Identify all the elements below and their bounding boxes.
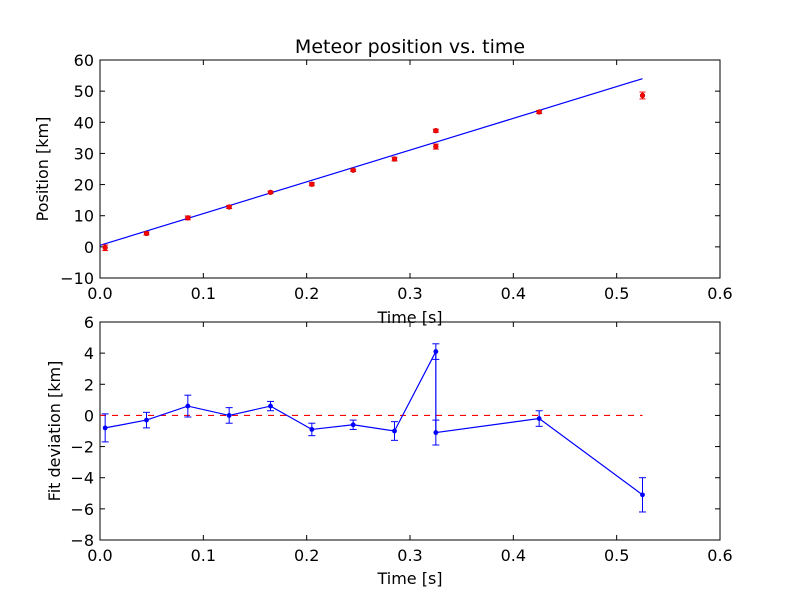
deviation-point bbox=[226, 413, 232, 418]
deviation-point bbox=[433, 430, 439, 435]
top-y-tick-label: 10 bbox=[74, 207, 94, 226]
bottom-x-tick-label: 0.2 bbox=[294, 546, 319, 565]
data-point bbox=[267, 189, 274, 196]
deviation-point bbox=[144, 417, 149, 423]
fit-line bbox=[99, 78, 643, 246]
deviation-point bbox=[309, 427, 315, 432]
top-x-tick-label: 0.1 bbox=[191, 284, 216, 303]
data-point bbox=[391, 156, 398, 162]
top-y-tick-label: −10 bbox=[60, 269, 94, 288]
data-point bbox=[433, 143, 439, 150]
bottom-y-tick-label: −2 bbox=[70, 438, 94, 457]
bottom-x-tick-label: 0.3 bbox=[397, 546, 422, 565]
top-x-tick-label: 0.0 bbox=[87, 284, 112, 303]
top-x-tick-label: 0.2 bbox=[294, 284, 319, 303]
top-y-axis-label: Position [km] bbox=[33, 117, 52, 222]
data-point bbox=[102, 245, 108, 251]
deviation-point bbox=[185, 403, 191, 409]
bottom-x-tick-label: 0.1 bbox=[191, 546, 216, 565]
data-point bbox=[143, 230, 150, 237]
bottom-y-tick-label: 0 bbox=[84, 406, 94, 425]
deviation-point bbox=[268, 403, 273, 409]
deviation-point bbox=[640, 492, 645, 498]
data-point bbox=[433, 128, 439, 134]
top-x-tick-label: 0.5 bbox=[604, 284, 629, 303]
bottom-y-tick-label: −4 bbox=[70, 469, 94, 488]
deviation-point bbox=[392, 428, 397, 434]
deviation-line bbox=[105, 351, 643, 496]
data-point bbox=[185, 215, 191, 221]
top-y-tick-label: 40 bbox=[74, 113, 94, 132]
data-point bbox=[639, 92, 646, 99]
bottom-y-axis-label: Fit deviation [km] bbox=[45, 361, 64, 502]
top-plot-title: Meteor position vs. time bbox=[295, 36, 525, 58]
top-y-tick-label: 30 bbox=[74, 144, 94, 163]
top-y-tick-label: 20 bbox=[74, 176, 94, 195]
data-point bbox=[309, 181, 315, 187]
bottom-axes-frame bbox=[99, 321, 721, 541]
bottom-x-tick-label: 0.0 bbox=[87, 546, 112, 565]
data-point bbox=[350, 167, 356, 173]
deviation-point bbox=[350, 422, 356, 428]
bottom-y-tick-label: 6 bbox=[84, 313, 94, 332]
bottom-x-axis-label: Time [s] bbox=[376, 569, 442, 588]
deviation-point bbox=[433, 349, 439, 354]
data-point bbox=[226, 204, 232, 210]
deviation-point bbox=[536, 416, 542, 421]
bottom-plot: 0.0 0.1 0.2 0.3 0.4 0.5 0.6 −8 −6 −4 −2 0 2 4 6 bbox=[70, 313, 732, 565]
top-plot: 0.0 0.1 0.2 0.3 0.4 0.5 0.6 −10 0 10 20 30 40 50 60 bbox=[60, 51, 732, 303]
deviation-point bbox=[102, 425, 108, 431]
bottom-y-tick-label: 2 bbox=[84, 375, 94, 394]
top-x-tick-label: 0.4 bbox=[501, 284, 526, 303]
bottom-y-tick-label: −6 bbox=[70, 500, 94, 519]
top-axes-frame bbox=[99, 59, 721, 279]
bottom-x-tick-label: 0.5 bbox=[604, 546, 629, 565]
bottom-y-tick-label: 4 bbox=[84, 344, 94, 363]
bottom-x-tick-label: 0.6 bbox=[707, 546, 732, 565]
top-x-tick-label: 0.6 bbox=[707, 284, 732, 303]
data-point bbox=[536, 109, 542, 115]
top-y-tick-label: 0 bbox=[84, 238, 94, 257]
top-y-tick-label: 60 bbox=[74, 51, 94, 70]
bottom-y-tick-label: −8 bbox=[70, 531, 94, 550]
top-x-tick-label: 0.3 bbox=[397, 284, 422, 303]
bottom-x-tick-label: 0.4 bbox=[501, 546, 526, 565]
top-y-tick-label: 50 bbox=[74, 82, 94, 101]
